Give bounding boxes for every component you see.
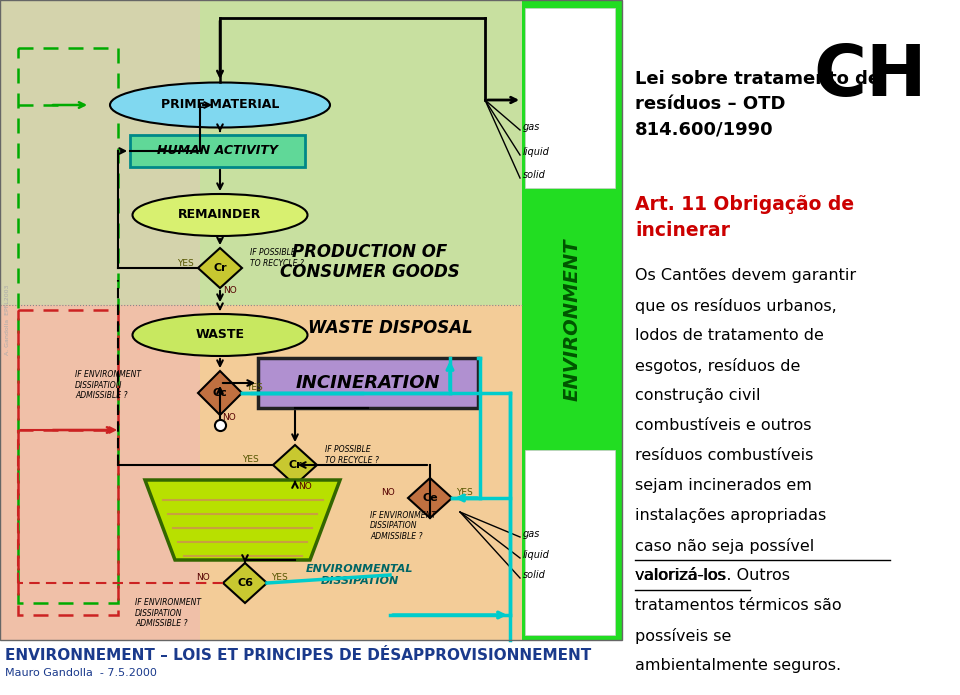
Text: WASTE: WASTE	[196, 329, 245, 341]
Text: NO: NO	[223, 286, 237, 295]
Text: YES: YES	[242, 455, 258, 464]
Text: WASTE DISPOSAL: WASTE DISPOSAL	[307, 319, 472, 337]
Text: IF ENVIRONMENT
DISSIPATION
ADMISSIBLE ?: IF ENVIRONMENT DISSIPATION ADMISSIBLE ?	[75, 370, 141, 400]
Text: YES: YES	[246, 383, 263, 392]
Text: REMAINDER: REMAINDER	[179, 208, 262, 222]
Text: YES: YES	[177, 259, 193, 268]
Text: IF POSSIBLE
TO RECYCLE ?: IF POSSIBLE TO RECYCLE ?	[250, 248, 304, 268]
Polygon shape	[273, 445, 317, 485]
Bar	[18, 310, 118, 615]
Bar	[522, 0, 622, 640]
Bar	[200, 305, 522, 640]
Text: CH: CH	[813, 42, 926, 111]
Text: lodos de tratamento de: lodos de tratamento de	[635, 328, 824, 343]
Text: combustíveis e outros: combustíveis e outros	[635, 418, 811, 433]
Polygon shape	[145, 480, 340, 560]
Bar	[525, 8, 615, 188]
Text: YES: YES	[271, 573, 288, 582]
Text: NO: NO	[381, 488, 395, 497]
Text: solid: solid	[523, 170, 546, 180]
Text: esgotos, resíduos de: esgotos, resíduos de	[635, 358, 801, 374]
Text: IF POSSIBLE
TO RECYCLE ?: IF POSSIBLE TO RECYCLE ?	[325, 445, 379, 465]
Text: NO: NO	[298, 482, 312, 491]
Text: ambientalmente seguros.: ambientalmente seguros.	[635, 658, 841, 673]
Text: Cr: Cr	[213, 263, 227, 273]
Ellipse shape	[132, 194, 307, 236]
Ellipse shape	[110, 83, 330, 127]
Text: NO: NO	[196, 573, 210, 582]
Bar	[0, 0, 622, 640]
Text: PRIME MATERIAL: PRIME MATERIAL	[161, 99, 279, 111]
Text: IF ENVIRONMENT
DISSIPATION
ADMISSIBLE ?: IF ENVIRONMENT DISSIPATION ADMISSIBLE ?	[135, 598, 201, 628]
Text: Cc: Cc	[212, 388, 228, 398]
Text: que os resíduos urbanos,: que os resíduos urbanos,	[635, 298, 837, 314]
Text: gas: gas	[523, 529, 540, 539]
Text: NO: NO	[222, 413, 236, 422]
Text: Cr: Cr	[288, 460, 301, 470]
Bar	[0, 0, 200, 305]
Text: PRODUCTION OF
CONSUMER GOODS: PRODUCTION OF CONSUMER GOODS	[280, 243, 460, 281]
Text: ENVIRONNEMENT – LOIS ET PRINCIPES DE DÉSAPPROVISIONNEMENT: ENVIRONNEMENT – LOIS ET PRINCIPES DE DÉS…	[5, 648, 591, 663]
Bar	[525, 450, 615, 635]
Text: caso não seja possível: caso não seja possível	[635, 538, 814, 554]
Text: INCINERATION: INCINERATION	[296, 374, 441, 392]
Text: Ce: Ce	[422, 493, 438, 503]
Text: Art. 11 Obrigação de
incinerar: Art. 11 Obrigação de incinerar	[635, 195, 854, 240]
Bar	[0, 305, 622, 640]
Text: Os Cantões devem garantir: Os Cantões devem garantir	[635, 268, 856, 283]
Text: HUMAN ACTIVITY: HUMAN ACTIVITY	[157, 145, 278, 158]
Text: resíduos combustíveis: resíduos combustíveis	[635, 448, 813, 463]
Bar	[0, 640, 622, 695]
Ellipse shape	[132, 314, 307, 356]
Bar	[622, 0, 960, 695]
Text: possíveis se: possíveis se	[635, 628, 732, 644]
Polygon shape	[198, 371, 242, 415]
Text: C6: C6	[237, 578, 253, 588]
Text: ENVIRONMENTAL
DISSIPATION: ENVIRONMENTAL DISSIPATION	[306, 564, 414, 586]
Text: sejam incinerados em: sejam incinerados em	[635, 478, 812, 493]
Text: liquid: liquid	[523, 147, 550, 157]
Text: A. Gandolla  EPFL2003: A. Gandolla EPFL2003	[6, 285, 11, 355]
Text: solid: solid	[523, 570, 546, 580]
Text: construção civil: construção civil	[635, 388, 760, 403]
Bar	[258, 358, 478, 408]
Bar	[0, 0, 622, 305]
Polygon shape	[223, 563, 267, 603]
Text: YES: YES	[456, 488, 472, 497]
Text: instalações apropriadas: instalações apropriadas	[635, 508, 827, 523]
Text: tratamentos térmicos são: tratamentos térmicos são	[635, 598, 842, 613]
Bar	[18, 48, 118, 603]
Polygon shape	[408, 478, 452, 518]
Text: liquid: liquid	[523, 550, 550, 560]
Text: Mauro Gandolla  - 7.5.2000: Mauro Gandolla - 7.5.2000	[5, 668, 156, 678]
Polygon shape	[198, 248, 242, 288]
Bar	[130, 135, 305, 167]
Text: ENVIRONMENT: ENVIRONMENT	[563, 239, 582, 401]
Text: valorizá-los. Outros: valorizá-los. Outros	[635, 568, 790, 583]
Text: IF ENVIRONMENT
DISSIPATION
ADMISSIBLE ?: IF ENVIRONMENT DISSIPATION ADMISSIBLE ?	[370, 511, 436, 541]
Text: Lei sobre tratamento de
resíduos – OTD
814.600/1990: Lei sobre tratamento de resíduos – OTD 8…	[635, 70, 880, 138]
Text: gas: gas	[523, 122, 540, 132]
Text: valorizá-los: valorizá-los	[635, 568, 727, 583]
